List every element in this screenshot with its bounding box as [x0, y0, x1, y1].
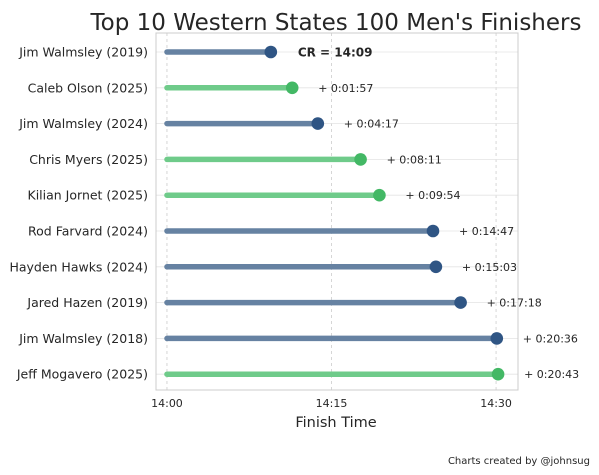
gap-label: + 0:20:36	[523, 332, 578, 345]
finish-point	[373, 188, 386, 202]
finish-point	[429, 260, 443, 274]
y-tick-label: Kilian Jornet (2025)	[28, 188, 148, 203]
y-tick-label: Jim Walmsley (2018)	[18, 331, 148, 346]
gap-label: + 0:08:11	[387, 153, 442, 166]
gap-label: + 0:04:17	[344, 118, 399, 131]
x-tick-label: 14:00	[151, 397, 183, 410]
finish-point	[426, 224, 440, 238]
y-tick-label: Jared Hazen (2019)	[26, 295, 148, 310]
y-tick-label: Caleb Olson (2025)	[28, 80, 148, 95]
x-tick-labels: 14:00 14:15 14:30	[151, 397, 512, 410]
chart-title: Top 10 Western States 100 Men's Finisher…	[90, 10, 582, 36]
course-record-label: CR = 14:09	[298, 46, 373, 60]
plot-area: + 0:01:57 + 0:04:17 + 0:08:11 + 0:09:54 + 0:…	[155, 32, 579, 391]
gap-label: + 0:14:47	[459, 225, 514, 238]
plot-frame	[155, 32, 519, 391]
y-tick-label: Jim Walmsley (2024)	[18, 116, 148, 131]
finish-point	[454, 296, 467, 309]
finish-point	[491, 367, 505, 381]
finish-point	[264, 45, 278, 59]
x-tick-label: 14:30	[480, 397, 512, 410]
gap-label: + 0:15:03	[462, 261, 517, 274]
finish-point	[285, 81, 299, 95]
y-tick-label: Hayden Hawks (2024)	[9, 259, 148, 274]
gap-label: + 0:09:54	[405, 189, 460, 202]
finish-point	[490, 332, 504, 345]
gap-label: + 0:01:57	[318, 82, 373, 95]
gap-labels: + 0:01:57 + 0:04:17 + 0:08:11 + 0:09:54 + 0:…	[318, 82, 579, 381]
gap-label: + 0:20:43	[524, 368, 579, 381]
finish-point	[311, 117, 325, 130]
gap-label: + 0:17:18	[487, 297, 542, 310]
x-tick-label: 14:15	[316, 397, 348, 410]
y-tick-label: Jim Walmsley (2019)	[18, 45, 148, 60]
finish-stems	[164, 49, 501, 377]
y-tick-labels: Jim Walmsley (2019) Caleb Olson (2025) Jim…	[9, 45, 148, 382]
x-axis-label: Finish Time	[295, 415, 376, 431]
y-tick-label: Jeff Mogavero (2025)	[16, 367, 148, 382]
y-tick-label: Rod Farvard (2024)	[28, 224, 148, 239]
finish-points	[264, 45, 505, 381]
finish-point	[354, 153, 367, 166]
y-tick-label: Chris Myers (2025)	[29, 152, 148, 167]
credit-text: Charts created by @johnsug	[448, 456, 590, 467]
